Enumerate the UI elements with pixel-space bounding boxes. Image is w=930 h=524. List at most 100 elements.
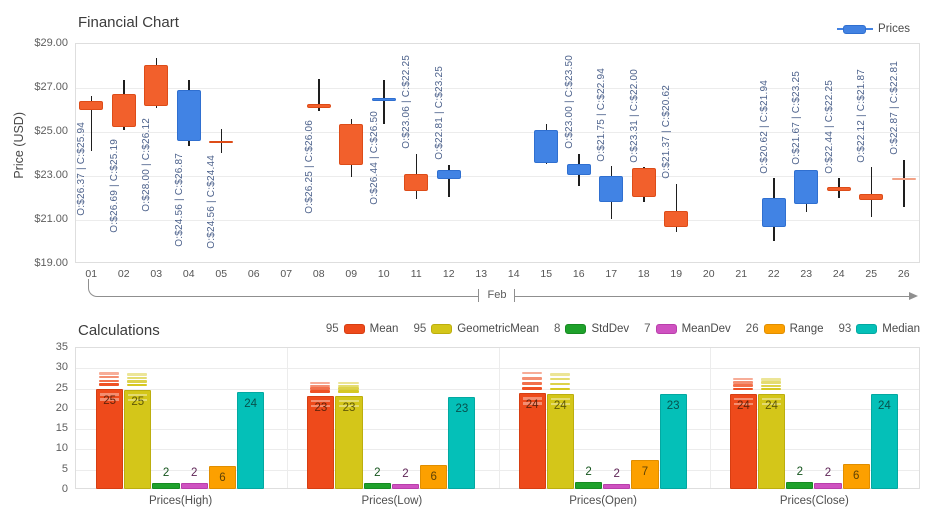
value-tick-label: 15 [55, 422, 68, 435]
bar-geometricmean-prices-open-[interactable] [546, 393, 574, 489]
candle-05[interactable] [209, 140, 234, 144]
day-tick-label: 22 [767, 268, 780, 280]
legend-item-mean[interactable]: 95 Mean [326, 323, 399, 335]
bar-value-label: 23 [666, 400, 680, 413]
candle-label-08: O:$26.25 | C:$26.06 [303, 119, 315, 214]
legend-item-meandev[interactable]: 7 MeanDev [644, 323, 731, 335]
candle-02[interactable] [111, 93, 136, 127]
candle-16[interactable] [566, 164, 591, 175]
bar-meandev-prices-low-[interactable] [391, 483, 420, 489]
bar-median-prices-close-[interactable] [870, 393, 898, 489]
legend-swatch-icon [565, 324, 587, 334]
bar-range-prices-close-[interactable] [842, 464, 870, 489]
candle-19[interactable] [664, 210, 689, 228]
month-axis-line-left [98, 295, 478, 297]
candle-label-10: O:$26.44 | C:$26.50 [368, 111, 380, 205]
candle-03[interactable] [144, 65, 169, 107]
bar-geometricmean-prices-high-[interactable] [124, 389, 152, 489]
candle-label-11: O:$23.06 | C:$22.25 [401, 55, 413, 150]
month-axis-elbow [88, 279, 99, 297]
candle-22[interactable] [761, 198, 786, 228]
category-separator [498, 348, 500, 488]
bar-mean-prices-close-[interactable] [729, 393, 757, 489]
candle-08[interactable] [306, 103, 331, 108]
month-axis-tick-right [514, 289, 515, 302]
bar-mean-prices-low-[interactable] [307, 396, 335, 489]
prices-legend[interactable]: Prices [837, 23, 910, 35]
candle-15[interactable] [534, 129, 559, 163]
legend-item-range[interactable]: 26 Range [746, 323, 824, 335]
value-tick-label: 0 [61, 483, 68, 495]
bar-top-stripe [550, 402, 570, 406]
legend-label: MeanDev [681, 323, 731, 335]
candle-04[interactable] [176, 89, 201, 141]
legend-value: 93 [838, 323, 852, 335]
bar-mean-prices-high-[interactable] [96, 389, 124, 489]
bar-meandev-prices-high-[interactable] [180, 483, 208, 489]
legend-swatch-icon [431, 324, 453, 334]
legend-item-geometricmean[interactable]: 95 GeometricMean [413, 323, 539, 335]
bar-median-prices-open-[interactable] [659, 394, 687, 489]
bar-value-label: 23 [455, 402, 469, 415]
bar-stddev-prices-close-[interactable] [786, 481, 814, 489]
whisker-dash [760, 387, 782, 391]
candle-label-24: O:$22.44 | C:$22.25 [823, 79, 835, 174]
legend-item-stddev[interactable]: 8 StdDev [554, 323, 629, 335]
bar-stddev-prices-low-[interactable] [363, 482, 391, 489]
bar-value-label: 23 [342, 402, 356, 415]
bar-top-stripe [311, 405, 331, 408]
whisker-dash [732, 387, 753, 391]
candle-17[interactable] [599, 176, 624, 203]
bar-value-label: 24 [765, 399, 778, 412]
candle-11[interactable] [404, 173, 429, 192]
bar-meandev-prices-open-[interactable] [603, 484, 631, 489]
day-tick-label: 14 [507, 268, 520, 280]
candle-10[interactable] [371, 98, 396, 101]
candle-12[interactable] [436, 169, 461, 180]
bar-geometricmean-prices-low-[interactable] [335, 396, 363, 489]
bar-value-label: 2 [402, 467, 409, 480]
candle-09[interactable] [339, 124, 364, 166]
prices-legend-item[interactable]: Prices [837, 23, 910, 35]
bar-top-stripe [522, 397, 542, 400]
legend-item-median[interactable]: 93 Median [838, 323, 920, 335]
bar-value-label: 6 [430, 471, 437, 484]
whisker-dash [549, 387, 570, 391]
bar-value-label: 2 [824, 466, 832, 479]
candle-26[interactable] [891, 177, 916, 181]
bar-top-stripe [339, 405, 359, 408]
day-tick-label: 12 [442, 268, 455, 280]
bar-range-prices-low-[interactable] [420, 465, 448, 489]
price-gridline [76, 88, 919, 89]
candle-18[interactable] [631, 168, 656, 197]
day-tick-label: 26 [897, 268, 910, 280]
candle-23[interactable] [794, 169, 819, 205]
whisker-dash [549, 372, 570, 376]
price-gridline [76, 132, 919, 133]
price-tick-label: $19.00 [34, 257, 68, 269]
bar-meandev-prices-close-[interactable] [814, 482, 842, 489]
bar-median-prices-low-[interactable] [448, 396, 476, 489]
bar-mean-prices-open-[interactable] [518, 393, 546, 489]
candle-25[interactable] [859, 194, 884, 200]
bar-median-prices-high-[interactable] [237, 392, 265, 489]
day-tick-label: 07 [280, 268, 293, 280]
candle-01[interactable] [79, 100, 104, 111]
candle-24[interactable] [826, 187, 851, 192]
legend-value: 7 [644, 323, 651, 335]
candle-label-25: O:$22.12 | C:$21.87 [856, 68, 868, 163]
price-tick-label: $27.00 [34, 81, 68, 93]
day-tick-label: 01 [85, 268, 98, 280]
bar-geometricmean-prices-close-[interactable] [757, 393, 786, 489]
day-tick-label: 23 [800, 268, 813, 280]
legend-label: Mean [369, 323, 399, 335]
bar-range-prices-open-[interactable] [631, 460, 659, 489]
value-tick-label: 20 [55, 401, 68, 414]
bar-top-stripe [733, 397, 753, 401]
candle-label-01: O:$26.37 | C:$25.94 [76, 122, 88, 216]
candle-label-03: O:$28.00 | C:$26.12 [141, 118, 153, 213]
category-label: Prices(High) [148, 495, 213, 507]
bar-range-prices-high-[interactable] [208, 465, 236, 489]
bar-stddev-prices-high-[interactable] [152, 482, 180, 489]
bar-stddev-prices-open-[interactable] [574, 482, 603, 489]
